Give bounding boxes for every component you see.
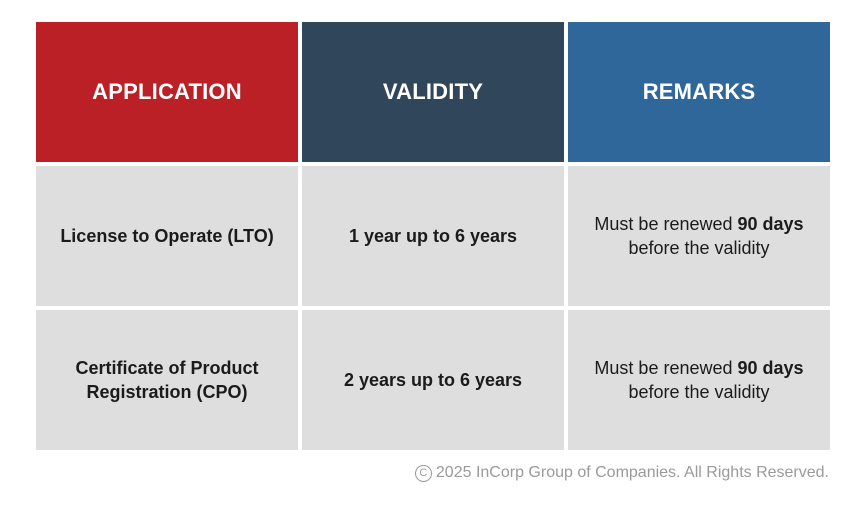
validity-table: APPLICATION VALIDITY REMARKS License to …: [36, 22, 830, 450]
row-2-application-line1: Certificate of Product: [75, 358, 259, 378]
row-1-remarks-text: Must be renewed 90 days before the valid…: [594, 212, 803, 260]
row-2-application-text: Certificate of Product Registration (CPO…: [75, 356, 258, 404]
row-2-remarks-suffix: before the validity: [628, 382, 770, 402]
copyright-text: 2025 InCorp Group of Companies. All Righ…: [435, 464, 829, 481]
header-application: APPLICATION: [36, 22, 298, 162]
row-1-remarks-emphasis: 90 days: [737, 214, 804, 234]
row-1-application: License to Operate (LTO): [36, 166, 298, 306]
row-1-remarks-prefix: Must be renewed: [594, 214, 738, 234]
row-2-application-line2: Registration (CPO): [86, 382, 248, 402]
copyright-footer: C 2025 InCorp Group of Companies. All Ri…: [414, 464, 829, 482]
copyright-icon: C: [414, 464, 432, 482]
header-validity: VALIDITY: [302, 22, 564, 162]
row-2-remarks-prefix: Must be renewed: [594, 358, 738, 378]
row-1-remarks-suffix: before the validity: [628, 238, 770, 258]
row-2-remarks-emphasis: 90 days: [737, 358, 804, 378]
header-remarks: REMARKS: [568, 22, 830, 162]
row-2-remarks-text: Must be renewed 90 days before the valid…: [594, 356, 803, 404]
row-1-validity: 1 year up to 6 years: [302, 166, 564, 306]
row-2-remarks: Must be renewed 90 days before the valid…: [568, 310, 830, 450]
row-2-validity: 2 years up to 6 years: [302, 310, 564, 450]
row-2-application: Certificate of Product Registration (CPO…: [36, 310, 298, 450]
row-1-remarks: Must be renewed 90 days before the valid…: [568, 166, 830, 306]
